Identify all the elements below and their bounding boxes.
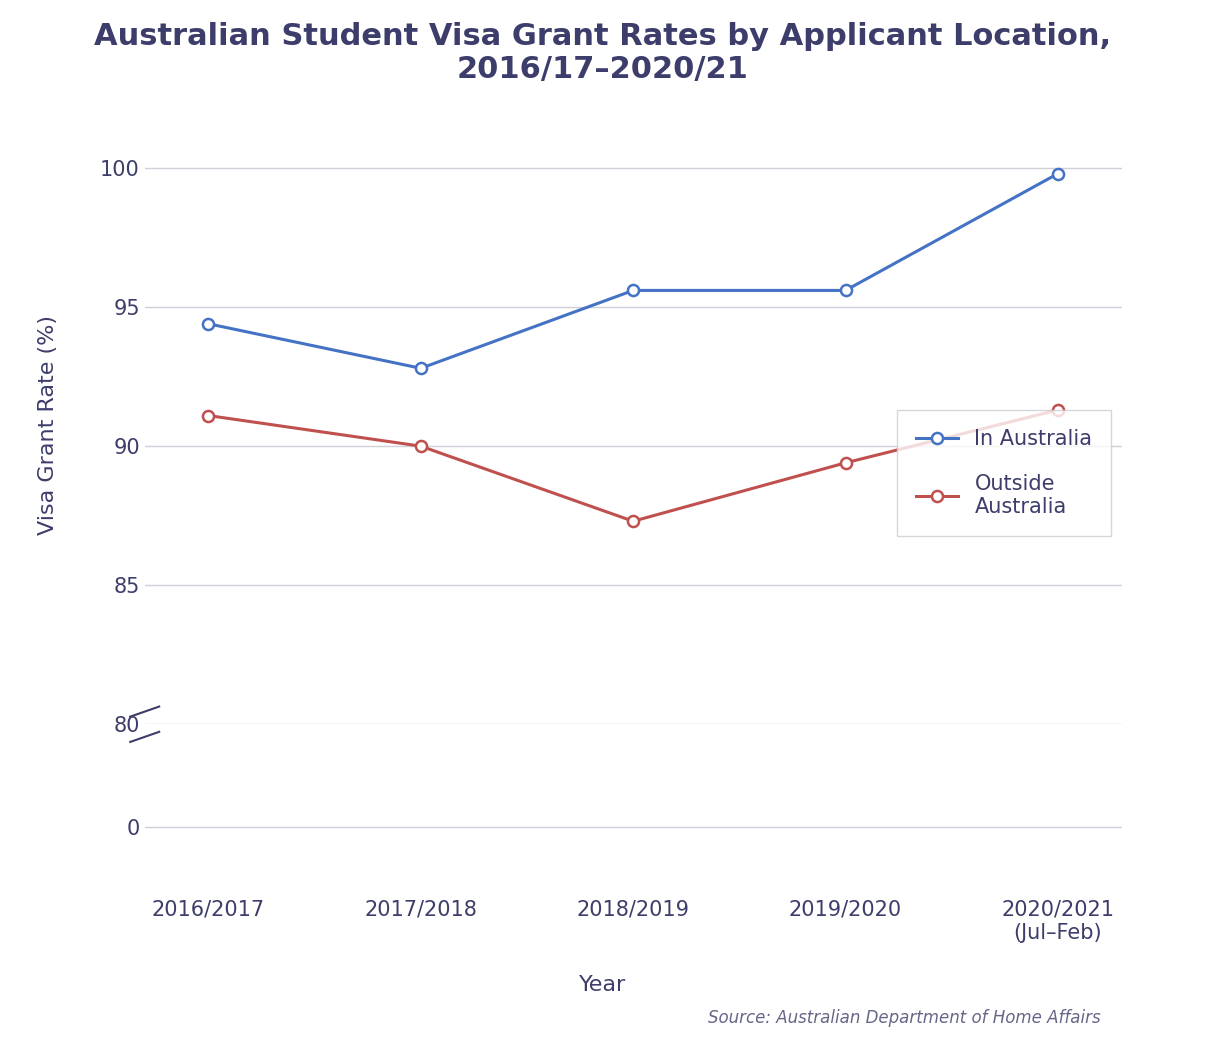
Legend: In Australia, Outside
Australia: In Australia, Outside Australia [897, 411, 1111, 536]
Text: Year: Year [579, 975, 627, 994]
Text: Visa Grant Rate (%): Visa Grant Rate (%) [39, 315, 58, 535]
Text: Australian Student Visa Grant Rates by Applicant Location,
2016/17–2020/21: Australian Student Visa Grant Rates by A… [94, 22, 1112, 84]
Text: Source: Australian Department of Home Affairs: Source: Australian Department of Home Af… [708, 1009, 1101, 1027]
